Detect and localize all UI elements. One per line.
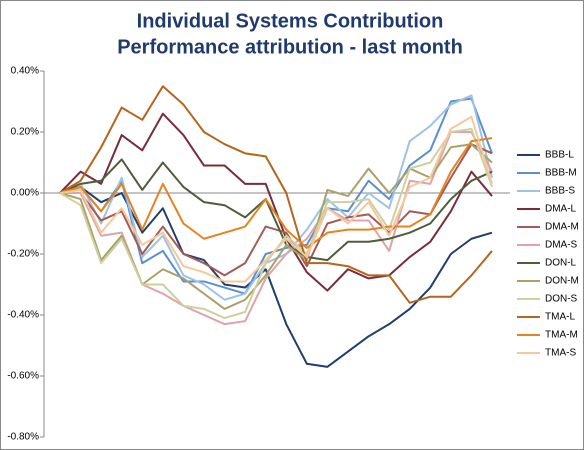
series-line <box>60 143 493 277</box>
series-line <box>59 137 493 249</box>
legend-label: DMA-S <box>545 240 578 251</box>
series-line <box>59 115 493 283</box>
legend-label: BBB-M <box>545 168 577 179</box>
y-tick-label: -0.80% <box>7 432 39 443</box>
legend-label: TMA-L <box>545 312 575 323</box>
series-line <box>59 158 493 262</box>
legend-label: TMA-M <box>545 330 578 341</box>
y-tick-label: 0.00% <box>11 188 39 199</box>
y-tick-label: 0.20% <box>11 127 39 138</box>
legend-label: DMA-L <box>545 204 577 215</box>
series-line <box>59 112 493 292</box>
y-tick-label: -0.60% <box>7 371 39 382</box>
legend-label: DON-S <box>545 294 578 305</box>
legend-label: BBB-L <box>545 150 574 161</box>
legend-label: TMA-S <box>545 348 576 359</box>
series-line <box>59 85 493 304</box>
chart-title: Individual Systems Contribution <box>137 10 444 32</box>
legend-label: DON-L <box>545 258 577 269</box>
y-tick-label: -0.20% <box>7 249 39 260</box>
y-tick-label: -0.40% <box>7 310 39 321</box>
legend-label: DMA-M <box>545 222 579 233</box>
legend-label: DON-M <box>545 276 579 287</box>
legend-label: BBB-S <box>545 186 575 197</box>
series-line <box>59 185 493 368</box>
y-tick-label: 0.40% <box>11 66 39 77</box>
chart-title: Performance attribution - last month <box>117 36 463 58</box>
